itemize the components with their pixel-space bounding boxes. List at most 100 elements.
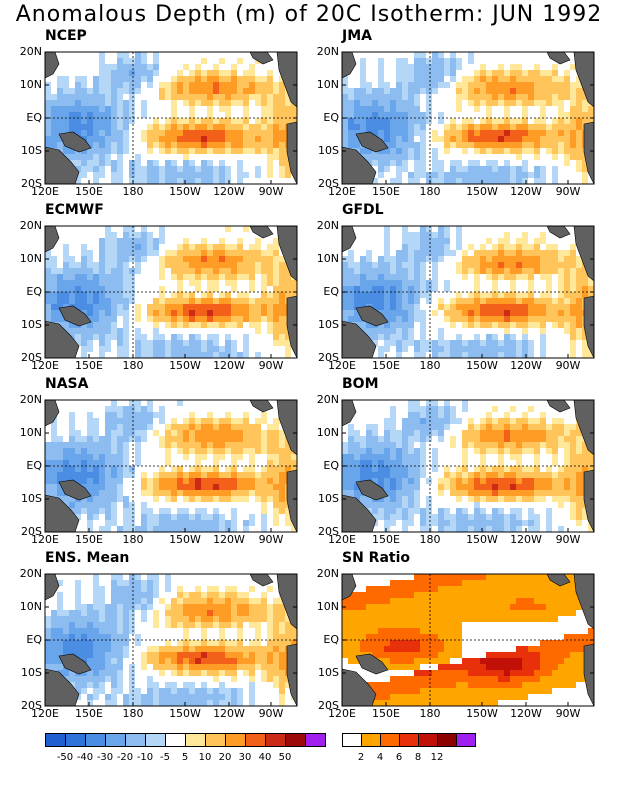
lat-label: 10S bbox=[318, 144, 339, 157]
lon-label: 180 bbox=[122, 359, 144, 372]
lon-label: 150W bbox=[466, 707, 498, 720]
lon-label: 150W bbox=[169, 185, 201, 198]
lon-label: 120W bbox=[510, 707, 542, 720]
map-panel-ncep: NCEP 20N 10N EQ 10S 20S 120E 150E 180 150W 120W 90W bbox=[0, 28, 300, 212]
lat-label: 20N bbox=[316, 219, 339, 232]
lat-label: 10N bbox=[316, 600, 339, 613]
colorbar-swatch bbox=[419, 733, 438, 747]
lat-label: 20N bbox=[19, 567, 42, 580]
land-mass bbox=[286, 469, 298, 533]
lon-label: 150E bbox=[372, 533, 400, 546]
colorbar-label: -5 bbox=[160, 752, 170, 763]
colorbar-swatch bbox=[66, 733, 86, 747]
land-mass bbox=[355, 131, 389, 153]
lon-label: 120W bbox=[213, 707, 245, 720]
panel-title: NASA bbox=[45, 376, 89, 392]
lon-label: 120W bbox=[510, 359, 542, 372]
lon-label: 90W bbox=[258, 359, 284, 372]
lat-label: 10N bbox=[19, 78, 42, 91]
colorbar-label: -20 bbox=[116, 752, 134, 763]
lat-label: 10S bbox=[21, 492, 42, 505]
lon-label: 90W bbox=[555, 185, 581, 198]
lat-label: 20N bbox=[316, 45, 339, 58]
lon-label: 120E bbox=[328, 185, 356, 198]
contour-map bbox=[341, 51, 595, 185]
land-mass bbox=[58, 131, 92, 153]
lat-label: 10N bbox=[19, 426, 42, 439]
land-mass bbox=[583, 121, 595, 185]
lat-label: 20N bbox=[19, 45, 42, 58]
land-mass bbox=[355, 479, 389, 501]
colorbar-label: 30 bbox=[238, 752, 252, 763]
lon-label: 120E bbox=[328, 533, 356, 546]
colorbar-label: 2 bbox=[357, 752, 365, 763]
colorbar-label: 40 bbox=[258, 752, 272, 763]
lon-label: 150W bbox=[466, 533, 498, 546]
map-panel-bom: BOM 20N 10N EQ 10S 20S 120E 150E 180 150W 120W 90W bbox=[297, 376, 597, 560]
lon-label: 180 bbox=[419, 185, 441, 198]
lon-label: 150W bbox=[466, 185, 498, 198]
colorbar-swatch bbox=[306, 733, 326, 747]
lon-label: 120E bbox=[31, 359, 59, 372]
land-mass bbox=[583, 469, 595, 533]
lon-label: 120W bbox=[213, 533, 245, 546]
lat-label: 10N bbox=[19, 600, 42, 613]
panel-title: GFDL bbox=[342, 202, 384, 218]
lat-label: 10N bbox=[19, 252, 42, 265]
land-mass bbox=[286, 643, 298, 707]
colorbar-swatch bbox=[206, 733, 226, 747]
lat-label: 20N bbox=[19, 393, 42, 406]
lon-label: 150E bbox=[372, 185, 400, 198]
lon-label: 150E bbox=[75, 359, 103, 372]
map-panel-jma: JMA 20N 10N EQ 10S 20S 120E 150E 180 150W 120W 90W bbox=[297, 28, 597, 212]
lat-label: 20S bbox=[21, 699, 42, 712]
lat-label: 20S bbox=[318, 351, 339, 364]
colorbar-label: 8 bbox=[414, 752, 422, 763]
colorbar-swatch bbox=[45, 733, 66, 747]
contour-map bbox=[44, 51, 298, 185]
land-mass bbox=[583, 643, 595, 707]
lat-label: EQ bbox=[323, 285, 339, 298]
panel-title: ENS. Mean bbox=[45, 550, 130, 566]
lat-label: 20N bbox=[19, 219, 42, 232]
lon-label: 120W bbox=[510, 533, 542, 546]
lon-label: 90W bbox=[258, 533, 284, 546]
contour-map bbox=[341, 399, 595, 533]
lat-label: 10N bbox=[316, 426, 339, 439]
lon-label: 90W bbox=[555, 533, 581, 546]
lat-label: EQ bbox=[26, 285, 42, 298]
lon-label: 150E bbox=[75, 533, 103, 546]
lon-label: 120E bbox=[31, 533, 59, 546]
lat-label: 10S bbox=[318, 666, 339, 679]
colorbar-swatch bbox=[266, 733, 286, 747]
lon-label: 90W bbox=[258, 185, 284, 198]
colorbar-label: 50 bbox=[278, 752, 292, 763]
lat-label: 20N bbox=[316, 393, 339, 406]
lon-label: 150E bbox=[75, 185, 103, 198]
lon-label: 120E bbox=[31, 707, 59, 720]
lat-label: 20N bbox=[316, 567, 339, 580]
panel-title: BOM bbox=[342, 376, 379, 392]
colorbar-swatch bbox=[362, 733, 381, 747]
colorbar-label: -40 bbox=[76, 752, 94, 763]
land-mass bbox=[286, 121, 298, 185]
lat-label: 10S bbox=[21, 144, 42, 157]
colorbar-swatch bbox=[286, 733, 306, 747]
land-mass bbox=[355, 305, 389, 327]
colorbar-swatch bbox=[438, 733, 457, 747]
lon-label: 150E bbox=[75, 707, 103, 720]
land-mass bbox=[58, 479, 92, 501]
page-title: Anomalous Depth (m) of 20C Isotherm: JUN… bbox=[15, 2, 603, 27]
lat-label: 20S bbox=[318, 177, 339, 190]
lat-label: 10S bbox=[21, 666, 42, 679]
lat-label: EQ bbox=[323, 633, 339, 646]
lat-label: EQ bbox=[323, 459, 339, 472]
lon-label: 120W bbox=[510, 185, 542, 198]
land-mass bbox=[286, 295, 298, 359]
lat-label: 20S bbox=[21, 525, 42, 538]
lon-label: 150W bbox=[169, 707, 201, 720]
land-mass bbox=[355, 653, 389, 675]
map-panel-gfdl: GFDL 20N 10N EQ 10S 20S 120E 150E 180 150W 120W 90W bbox=[297, 202, 597, 386]
lat-label: EQ bbox=[26, 633, 42, 646]
lat-label: 10S bbox=[318, 318, 339, 331]
